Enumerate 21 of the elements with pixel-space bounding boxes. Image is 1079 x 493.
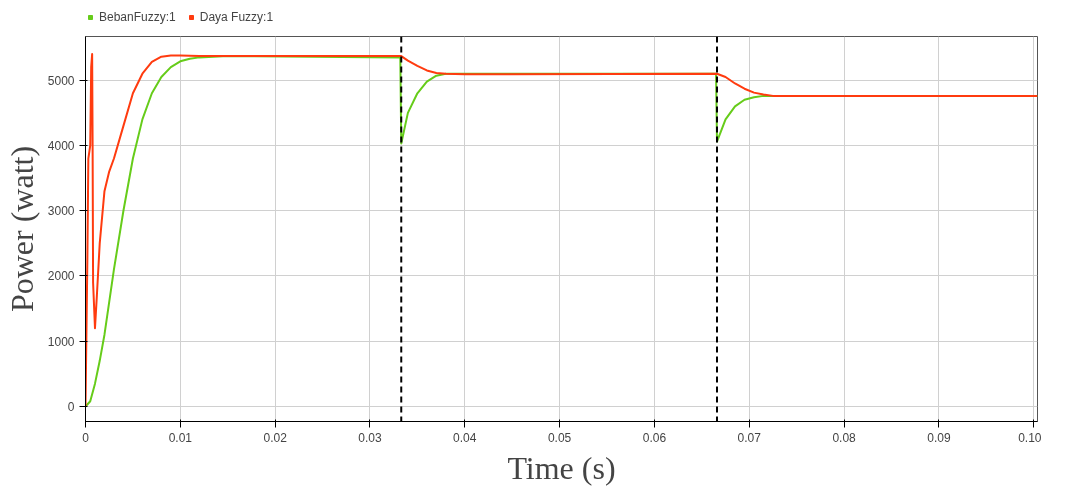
- y-tick-label: 0: [67, 399, 75, 414]
- legend-label: BebanFuzzy:1: [99, 10, 176, 24]
- y-tick-label: 1000: [47, 334, 75, 349]
- y-axis-title: Power (watt): [3, 145, 40, 313]
- x-tick-label: 0.02: [263, 430, 288, 445]
- x-tick-label: 0.01: [168, 430, 193, 445]
- x-tick-label: 0.04: [453, 430, 477, 445]
- x-tick-label: 0.09: [927, 430, 951, 445]
- x-axis-title: Time (s): [507, 449, 616, 486]
- x-tick-label: 0.05: [547, 430, 572, 445]
- y-tick-label: 4000: [47, 138, 75, 153]
- x-tick-label: 0.06: [642, 430, 667, 445]
- legend-label: Daya Fuzzy:1: [199, 10, 274, 24]
- y-tick-label: 3000: [47, 204, 75, 219]
- x-tick-label: 0.07: [737, 430, 762, 445]
- x-tick-label: 0.10: [1018, 430, 1042, 445]
- x-tick-label: 0.03: [358, 430, 382, 445]
- x-tick-label: 0: [82, 430, 90, 445]
- x-tick-label: 0.08: [832, 430, 857, 445]
- y-tick-label: 2000: [47, 269, 75, 284]
- y-tick-label: 5000: [47, 73, 75, 88]
